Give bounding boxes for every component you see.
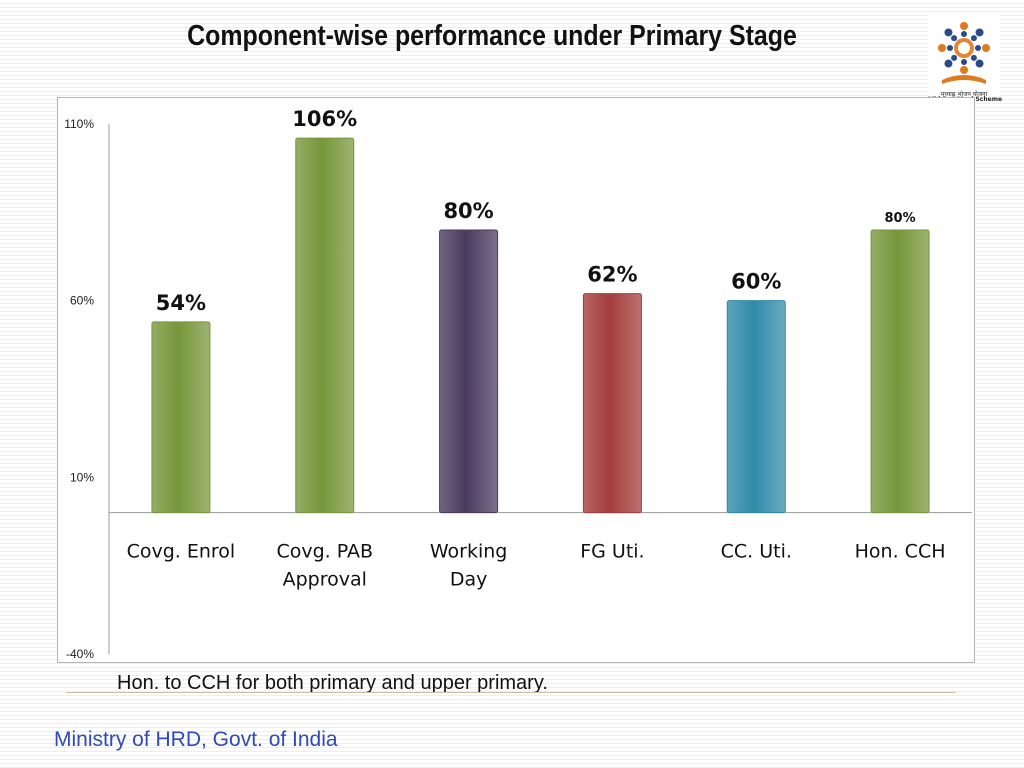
data-label: 62% bbox=[587, 263, 637, 287]
x-tick-label: Covg. Enrol bbox=[127, 541, 236, 563]
logo-figure-body bbox=[970, 35, 977, 42]
logo-figure-body bbox=[951, 35, 958, 42]
x-tick-label: Approval bbox=[283, 569, 367, 591]
x-tick-label: Day bbox=[450, 569, 488, 591]
footer-text: Ministry of HRD, Govt. of India bbox=[54, 728, 338, 751]
x-tick-label: FG Uti. bbox=[580, 541, 644, 563]
logo-figure bbox=[975, 59, 984, 68]
y-tick-label: 10% bbox=[70, 470, 94, 484]
footnote: Hon. to CCH for both primary and upper p… bbox=[117, 672, 548, 694]
logo-figure-body bbox=[947, 45, 953, 51]
logo-figure bbox=[938, 44, 946, 52]
bar bbox=[870, 229, 930, 514]
logo-figure-body bbox=[961, 59, 967, 65]
logo-figure bbox=[960, 22, 968, 30]
data-label: 54% bbox=[156, 291, 206, 315]
logo-figure-body bbox=[951, 54, 958, 61]
logo-figure-body bbox=[961, 31, 967, 37]
y-tick-label: 60% bbox=[70, 294, 94, 308]
logo-figure bbox=[944, 28, 953, 37]
logo-figure-body bbox=[970, 54, 977, 61]
bar-chart: 110% 60% 10% -40% 54% Covg. Enrol 106% Covg. PA… bbox=[57, 97, 975, 663]
x-tick-label: Hon. CCH bbox=[855, 541, 946, 563]
x-tick-label: Working bbox=[430, 541, 508, 563]
data-label: 80% bbox=[443, 199, 493, 223]
slide-title: Component-wise performance under Primary… bbox=[187, 20, 797, 52]
y-tick-label: -40% bbox=[66, 647, 94, 661]
chart-canvas: 110% 60% 10% -40% 54% Covg. Enrol 106% Covg. PA… bbox=[64, 107, 972, 661]
logo-figure bbox=[944, 59, 953, 68]
logo-figure bbox=[982, 44, 990, 52]
logo-figure bbox=[975, 28, 984, 37]
logo-figure bbox=[960, 66, 968, 74]
x-tick-label: Covg. PAB bbox=[276, 541, 373, 563]
data-label: 106% bbox=[292, 107, 357, 131]
logo-emblem-icon bbox=[938, 22, 990, 84]
bar bbox=[582, 293, 642, 514]
bar bbox=[295, 137, 355, 514]
bar bbox=[726, 300, 786, 514]
bar bbox=[439, 229, 499, 514]
mid-day-meal-logo: मध्याह्न भोजन योजना Mid Day Meal Scheme bbox=[928, 14, 1002, 103]
y-tick-label: 110% bbox=[64, 117, 94, 131]
data-label: 60% bbox=[731, 270, 781, 294]
bar bbox=[151, 321, 211, 514]
logo-caption-hindi: मध्याह्न भोजन योजना bbox=[940, 91, 988, 98]
x-tick-label: CC. Uti. bbox=[721, 541, 792, 563]
footnote-divider bbox=[66, 692, 956, 693]
data-label: 80% bbox=[885, 211, 916, 226]
logo-figure-body bbox=[975, 45, 981, 51]
